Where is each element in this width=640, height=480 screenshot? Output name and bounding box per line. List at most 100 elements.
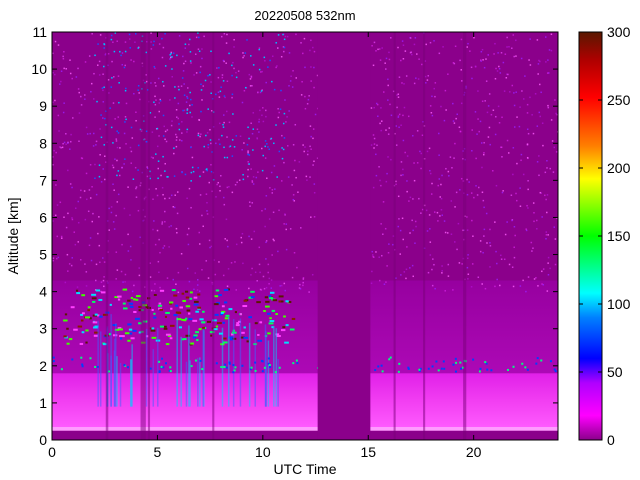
noise-speck	[161, 223, 163, 225]
noise-speck	[497, 52, 499, 54]
noise-speck	[210, 163, 212, 166]
bl-top-pixel	[397, 370, 400, 373]
cloud-pixel	[248, 316, 252, 319]
noise-speck	[405, 75, 408, 77]
cloud-pixel	[223, 337, 227, 340]
noise-speck-blue	[223, 146, 225, 149]
noise-speck	[415, 77, 417, 79]
noise-speck-blue	[98, 175, 101, 178]
cloud-pixel	[130, 337, 135, 340]
noise-speck	[99, 34, 102, 36]
x-tick-label: 20	[466, 444, 482, 460]
noise-speck	[181, 139, 183, 142]
noise-speck	[483, 152, 485, 154]
bl-top-pixel	[521, 362, 524, 365]
noise-speck	[485, 58, 487, 60]
noise-speck-blue	[139, 128, 142, 131]
noise-speck	[412, 198, 414, 200]
bl-top-pixel	[241, 364, 244, 367]
noise-speck	[90, 90, 92, 93]
noise-speck	[304, 146, 306, 148]
cloud-pixel	[87, 309, 90, 312]
virga-streak	[275, 328, 278, 407]
noise-speck	[547, 234, 549, 236]
chart-title: 20220508 532nm	[254, 8, 355, 23]
noise-speck	[537, 285, 539, 287]
noise-speck	[173, 152, 175, 155]
noise-speck-blue	[232, 113, 234, 115]
noise-speck	[263, 287, 266, 290]
noise-speck	[115, 251, 118, 253]
noise-speck-blue	[181, 171, 183, 174]
noise-speck	[545, 61, 547, 63]
cloud-pixel	[185, 317, 188, 320]
cloud-pixel	[248, 296, 253, 299]
noise-speck	[500, 254, 502, 257]
noise-speck	[67, 270, 69, 272]
virga-streak	[145, 328, 148, 407]
noise-speck	[382, 233, 384, 235]
noise-speck	[313, 183, 316, 185]
noise-speck	[547, 273, 550, 276]
noise-speck	[494, 285, 496, 288]
cloud-pixel	[202, 326, 205, 329]
cloud-pixel	[193, 296, 198, 299]
noise-speck	[223, 32, 226, 35]
noise-speck	[514, 234, 516, 237]
noise-speck-blue	[120, 54, 122, 57]
noise-speck	[424, 60, 427, 62]
cloud-pixel	[209, 331, 215, 334]
noise-speck	[223, 121, 225, 124]
noise-speck	[479, 240, 482, 242]
noise-speck	[395, 180, 397, 183]
noise-speck	[392, 243, 394, 246]
noise-speck	[116, 146, 119, 149]
noise-speck	[230, 262, 233, 264]
boundary-layer	[52, 373, 558, 429]
noise-speck	[89, 197, 92, 199]
y-tick-label: 6	[39, 209, 47, 225]
bl-top-pixel	[540, 359, 543, 362]
bl-top-pixel	[292, 362, 295, 365]
noise-speck	[475, 185, 477, 187]
noise-speck	[257, 91, 259, 93]
noise-speck	[301, 81, 303, 83]
noise-speck	[170, 225, 172, 227]
noise-speck	[433, 87, 436, 90]
noise-speck	[95, 193, 98, 196]
noise-speck-blue	[231, 139, 234, 141]
noise-speck	[432, 258, 434, 260]
noise-speck	[547, 106, 550, 109]
noise-speck	[225, 218, 228, 221]
bl-top-pixel	[233, 369, 236, 372]
cloud-pixel	[206, 320, 212, 323]
noise-speck	[416, 162, 419, 164]
noise-speck	[158, 102, 161, 104]
noise-speck	[495, 115, 497, 118]
cloud-pixel	[135, 298, 139, 301]
noise-speck	[549, 267, 551, 270]
noise-speck	[252, 176, 255, 178]
noise-speck	[510, 194, 513, 196]
noise-speck	[52, 259, 55, 262]
noise-speck	[474, 65, 477, 68]
cloud-pixel	[189, 291, 193, 294]
noise-speck	[228, 146, 231, 148]
noise-speck	[395, 125, 398, 127]
noise-speck	[248, 73, 251, 76]
noise-speck	[429, 41, 432, 44]
noise-speck	[277, 116, 280, 119]
noise-speck	[496, 70, 499, 72]
bl-top-pixel	[165, 362, 168, 365]
cloud-pixel	[132, 298, 136, 301]
noise-speck-blue	[191, 104, 193, 106]
noise-speck	[84, 61, 87, 63]
noise-speck	[233, 67, 235, 70]
noise-speck-blue	[184, 43, 187, 45]
noise-speck	[478, 130, 480, 133]
noise-speck	[546, 290, 549, 292]
noise-speck	[529, 96, 531, 99]
cloud-pixel	[234, 311, 237, 314]
noise-speck	[480, 50, 483, 53]
noise-speck	[519, 285, 522, 287]
